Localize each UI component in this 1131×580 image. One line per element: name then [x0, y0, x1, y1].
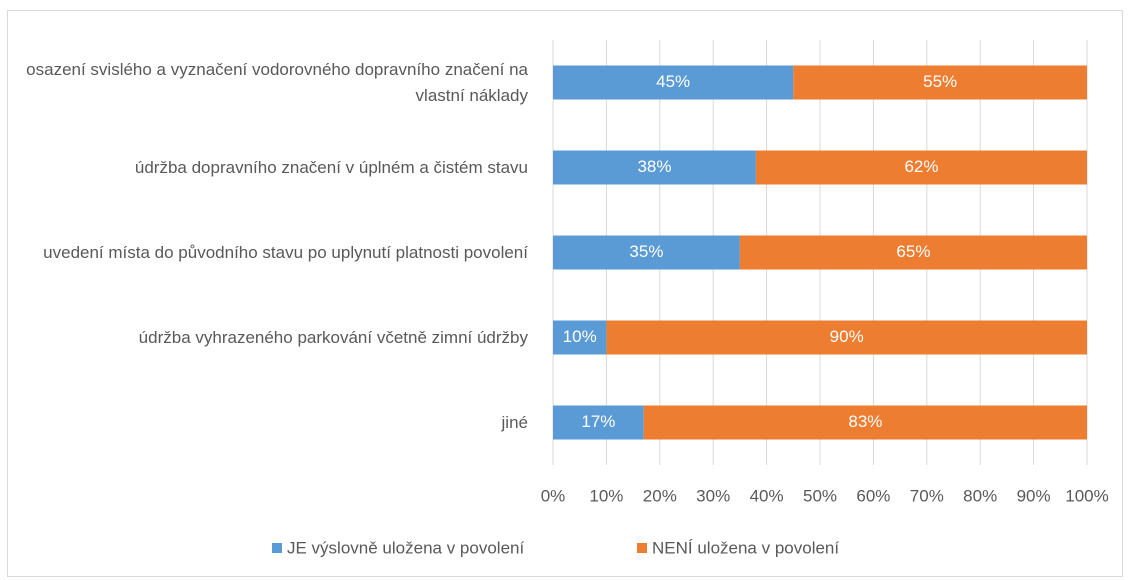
- category-label: jiné: [501, 412, 528, 432]
- data-label: 83%: [848, 412, 882, 431]
- x-tick-label: 70%: [910, 486, 944, 505]
- data-label: 38%: [637, 157, 671, 176]
- category-label: osazení svislého a vyznačení vodorovného…: [26, 59, 528, 105]
- category-label: údržba vyhrazeného parkování včetně zimn…: [138, 327, 528, 347]
- data-label: 65%: [896, 242, 930, 261]
- bar-segment: [755, 150, 1087, 185]
- bar-segment: [553, 65, 794, 100]
- x-tick-label: 60%: [856, 486, 890, 505]
- data-label: 17%: [581, 412, 615, 431]
- bar-segment: [553, 150, 756, 185]
- bar-segment: [739, 235, 1087, 270]
- bar-segment: [606, 320, 1087, 355]
- x-tick-label: 100%: [1065, 486, 1108, 505]
- category-label: uvedení místa do původního stavu po uply…: [43, 242, 528, 262]
- legend-swatch: [637, 543, 647, 553]
- legend-label: NENÍ uložena v povolení: [652, 538, 839, 557]
- category-label: údržba dopravního značení v úplném a čis…: [134, 157, 528, 177]
- data-label: 55%: [923, 72, 957, 91]
- x-tick-label: 30%: [696, 486, 730, 505]
- chart-frame: [7, 10, 1123, 577]
- data-label: 62%: [904, 157, 938, 176]
- x-tick-label: 50%: [803, 486, 837, 505]
- data-label: 45%: [656, 72, 690, 91]
- data-label: 35%: [629, 242, 663, 261]
- bar-segment: [553, 405, 644, 440]
- x-tick-label: 10%: [589, 486, 623, 505]
- x-tick-label: 80%: [963, 486, 997, 505]
- bar-segment: [793, 65, 1087, 100]
- x-tick-label: 20%: [643, 486, 677, 505]
- x-tick-label: 40%: [750, 486, 784, 505]
- x-tick-label: 0%: [541, 486, 566, 505]
- x-tick-label: 90%: [1017, 486, 1051, 505]
- legend-label: JE výslovně uložena v povolení: [287, 538, 524, 557]
- bar-segment: [643, 405, 1087, 440]
- data-label: 10%: [563, 327, 597, 346]
- bar-segment: [553, 320, 607, 355]
- data-label: 90%: [830, 327, 864, 346]
- bar-segment: [553, 235, 740, 270]
- legend-swatch: [272, 543, 282, 553]
